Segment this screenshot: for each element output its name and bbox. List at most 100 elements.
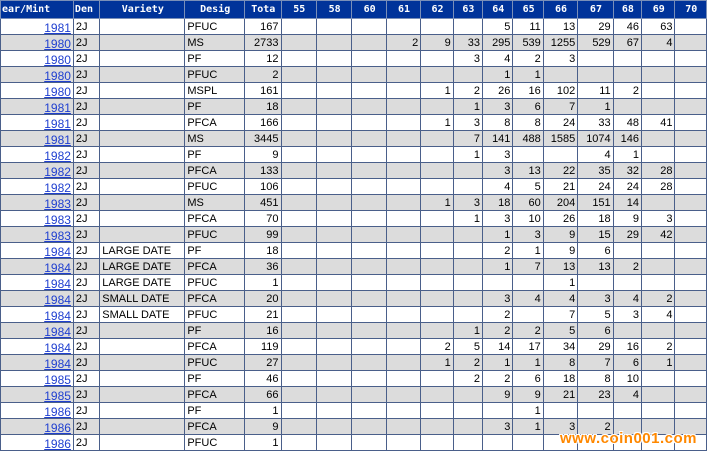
grade-cell: 1	[512, 242, 544, 259]
grade-cell	[452, 258, 484, 275]
header-total[interactable]: Tota	[244, 0, 282, 19]
header-grade-68[interactable]: 68	[612, 0, 643, 19]
header-grade-62[interactable]: 62	[420, 0, 454, 19]
year-link[interactable]: 1981	[0, 114, 74, 131]
grade-cell	[612, 434, 643, 451]
total-cell: 99	[244, 226, 282, 243]
variety-cell	[99, 434, 186, 451]
total-cell: 18	[244, 98, 282, 115]
year-link[interactable]: 1984	[0, 274, 74, 291]
year-link[interactable]: 1982	[0, 178, 74, 195]
grade-cell	[420, 178, 454, 195]
grade-cell	[612, 66, 643, 83]
total-cell: 36	[244, 258, 282, 275]
year-link[interactable]: 1983	[0, 210, 74, 227]
year-link[interactable]: 1986	[0, 402, 74, 419]
header-den[interactable]: Den	[72, 0, 101, 19]
year-link[interactable]: 1986	[0, 434, 74, 451]
grade-cell: 24	[612, 178, 643, 195]
year-link[interactable]: 1980	[0, 34, 74, 51]
year-link[interactable]: 1983	[0, 226, 74, 243]
grade-cell	[482, 434, 514, 451]
grade-cell	[612, 98, 643, 115]
grade-cell	[674, 274, 707, 291]
header-grade-66[interactable]: 66	[542, 0, 579, 19]
grade-cell	[612, 402, 643, 419]
grade-cell: 2	[641, 290, 676, 307]
total-cell: 451	[244, 194, 282, 211]
year-link[interactable]: 1984	[0, 338, 74, 355]
grade-cell	[280, 226, 317, 243]
table-row: 1986 2J PFUC 1	[0, 434, 707, 451]
year-link[interactable]: 1985	[0, 370, 74, 387]
year-link[interactable]: 1984	[0, 322, 74, 339]
grade-cell: 9	[542, 242, 579, 259]
header-grade-60[interactable]: 60	[351, 0, 387, 19]
header-grade-67[interactable]: 67	[577, 0, 614, 19]
den-cell: 2J	[72, 322, 101, 339]
header-grade-65[interactable]: 65	[512, 0, 544, 19]
header-desig[interactable]: Desig	[184, 0, 246, 19]
grade-cell: 29	[577, 338, 614, 355]
year-link[interactable]: 1980	[0, 66, 74, 83]
year-link[interactable]: 1984	[0, 354, 74, 371]
variety-cell: SMALL DATE	[99, 306, 186, 323]
grade-cell	[385, 18, 422, 35]
year-link[interactable]: 1984	[0, 242, 74, 259]
header-year-mint[interactable]: ear/Mint	[0, 0, 74, 19]
year-link[interactable]: 1982	[0, 146, 74, 163]
grade-cell	[420, 386, 454, 403]
year-link[interactable]: 1980	[0, 50, 74, 67]
grade-cell	[512, 146, 544, 163]
header-grade-63[interactable]: 63	[452, 0, 484, 19]
grade-cell	[641, 322, 676, 339]
grade-cell: 18	[542, 370, 579, 387]
year-link[interactable]: 1984	[0, 290, 74, 307]
grade-cell	[420, 210, 454, 227]
grade-cell: 28	[641, 178, 676, 195]
year-link[interactable]: 1985	[0, 386, 74, 403]
grade-cell: 67	[612, 34, 643, 51]
grade-cell: 9	[420, 34, 454, 51]
grade-cell: 7	[577, 354, 614, 371]
header-grade-61[interactable]: 61	[385, 0, 422, 19]
grade-cell	[420, 162, 454, 179]
grade-cell: 5	[542, 322, 579, 339]
grade-cell: 6	[512, 370, 544, 387]
grade-cell	[315, 210, 353, 227]
grade-cell	[280, 354, 317, 371]
table-row: 1981 2J PF 18 1 3 6 7 1	[0, 98, 707, 115]
total-cell: 66	[244, 386, 282, 403]
year-link[interactable]: 1981	[0, 18, 74, 35]
year-link[interactable]: 1980	[0, 82, 74, 99]
grade-cell	[674, 322, 707, 339]
header-grade-64[interactable]: 64	[482, 0, 514, 19]
grade-cell: 11	[512, 18, 544, 35]
header-variety[interactable]: Variety	[99, 0, 186, 19]
grade-cell: 9	[542, 226, 579, 243]
year-link[interactable]: 1981	[0, 98, 74, 115]
year-link[interactable]: 1986	[0, 418, 74, 435]
grade-cell	[385, 178, 422, 195]
grade-cell: 8	[512, 114, 544, 131]
header-grade-70[interactable]: 70	[674, 0, 707, 19]
year-link[interactable]: 1981	[0, 130, 74, 147]
header-grade-58[interactable]: 58	[315, 0, 353, 19]
year-link[interactable]: 1983	[0, 194, 74, 211]
grade-cell	[280, 66, 317, 83]
grade-cell	[512, 434, 544, 451]
grade-cell: 16	[512, 82, 544, 99]
year-link[interactable]: 1982	[0, 162, 74, 179]
header-grade-55[interactable]: 55	[280, 0, 317, 19]
year-link[interactable]: 1984	[0, 258, 74, 275]
header-grade-69[interactable]: 69	[641, 0, 676, 19]
den-cell: 2J	[72, 354, 101, 371]
grade-cell: 28	[641, 162, 676, 179]
grade-cell: 295	[482, 34, 514, 51]
grade-cell: 14	[612, 194, 643, 211]
grade-cell	[674, 194, 707, 211]
grade-cell: 3	[482, 98, 514, 115]
grade-cell	[674, 226, 707, 243]
year-link[interactable]: 1984	[0, 306, 74, 323]
grade-cell: 9	[512, 386, 544, 403]
